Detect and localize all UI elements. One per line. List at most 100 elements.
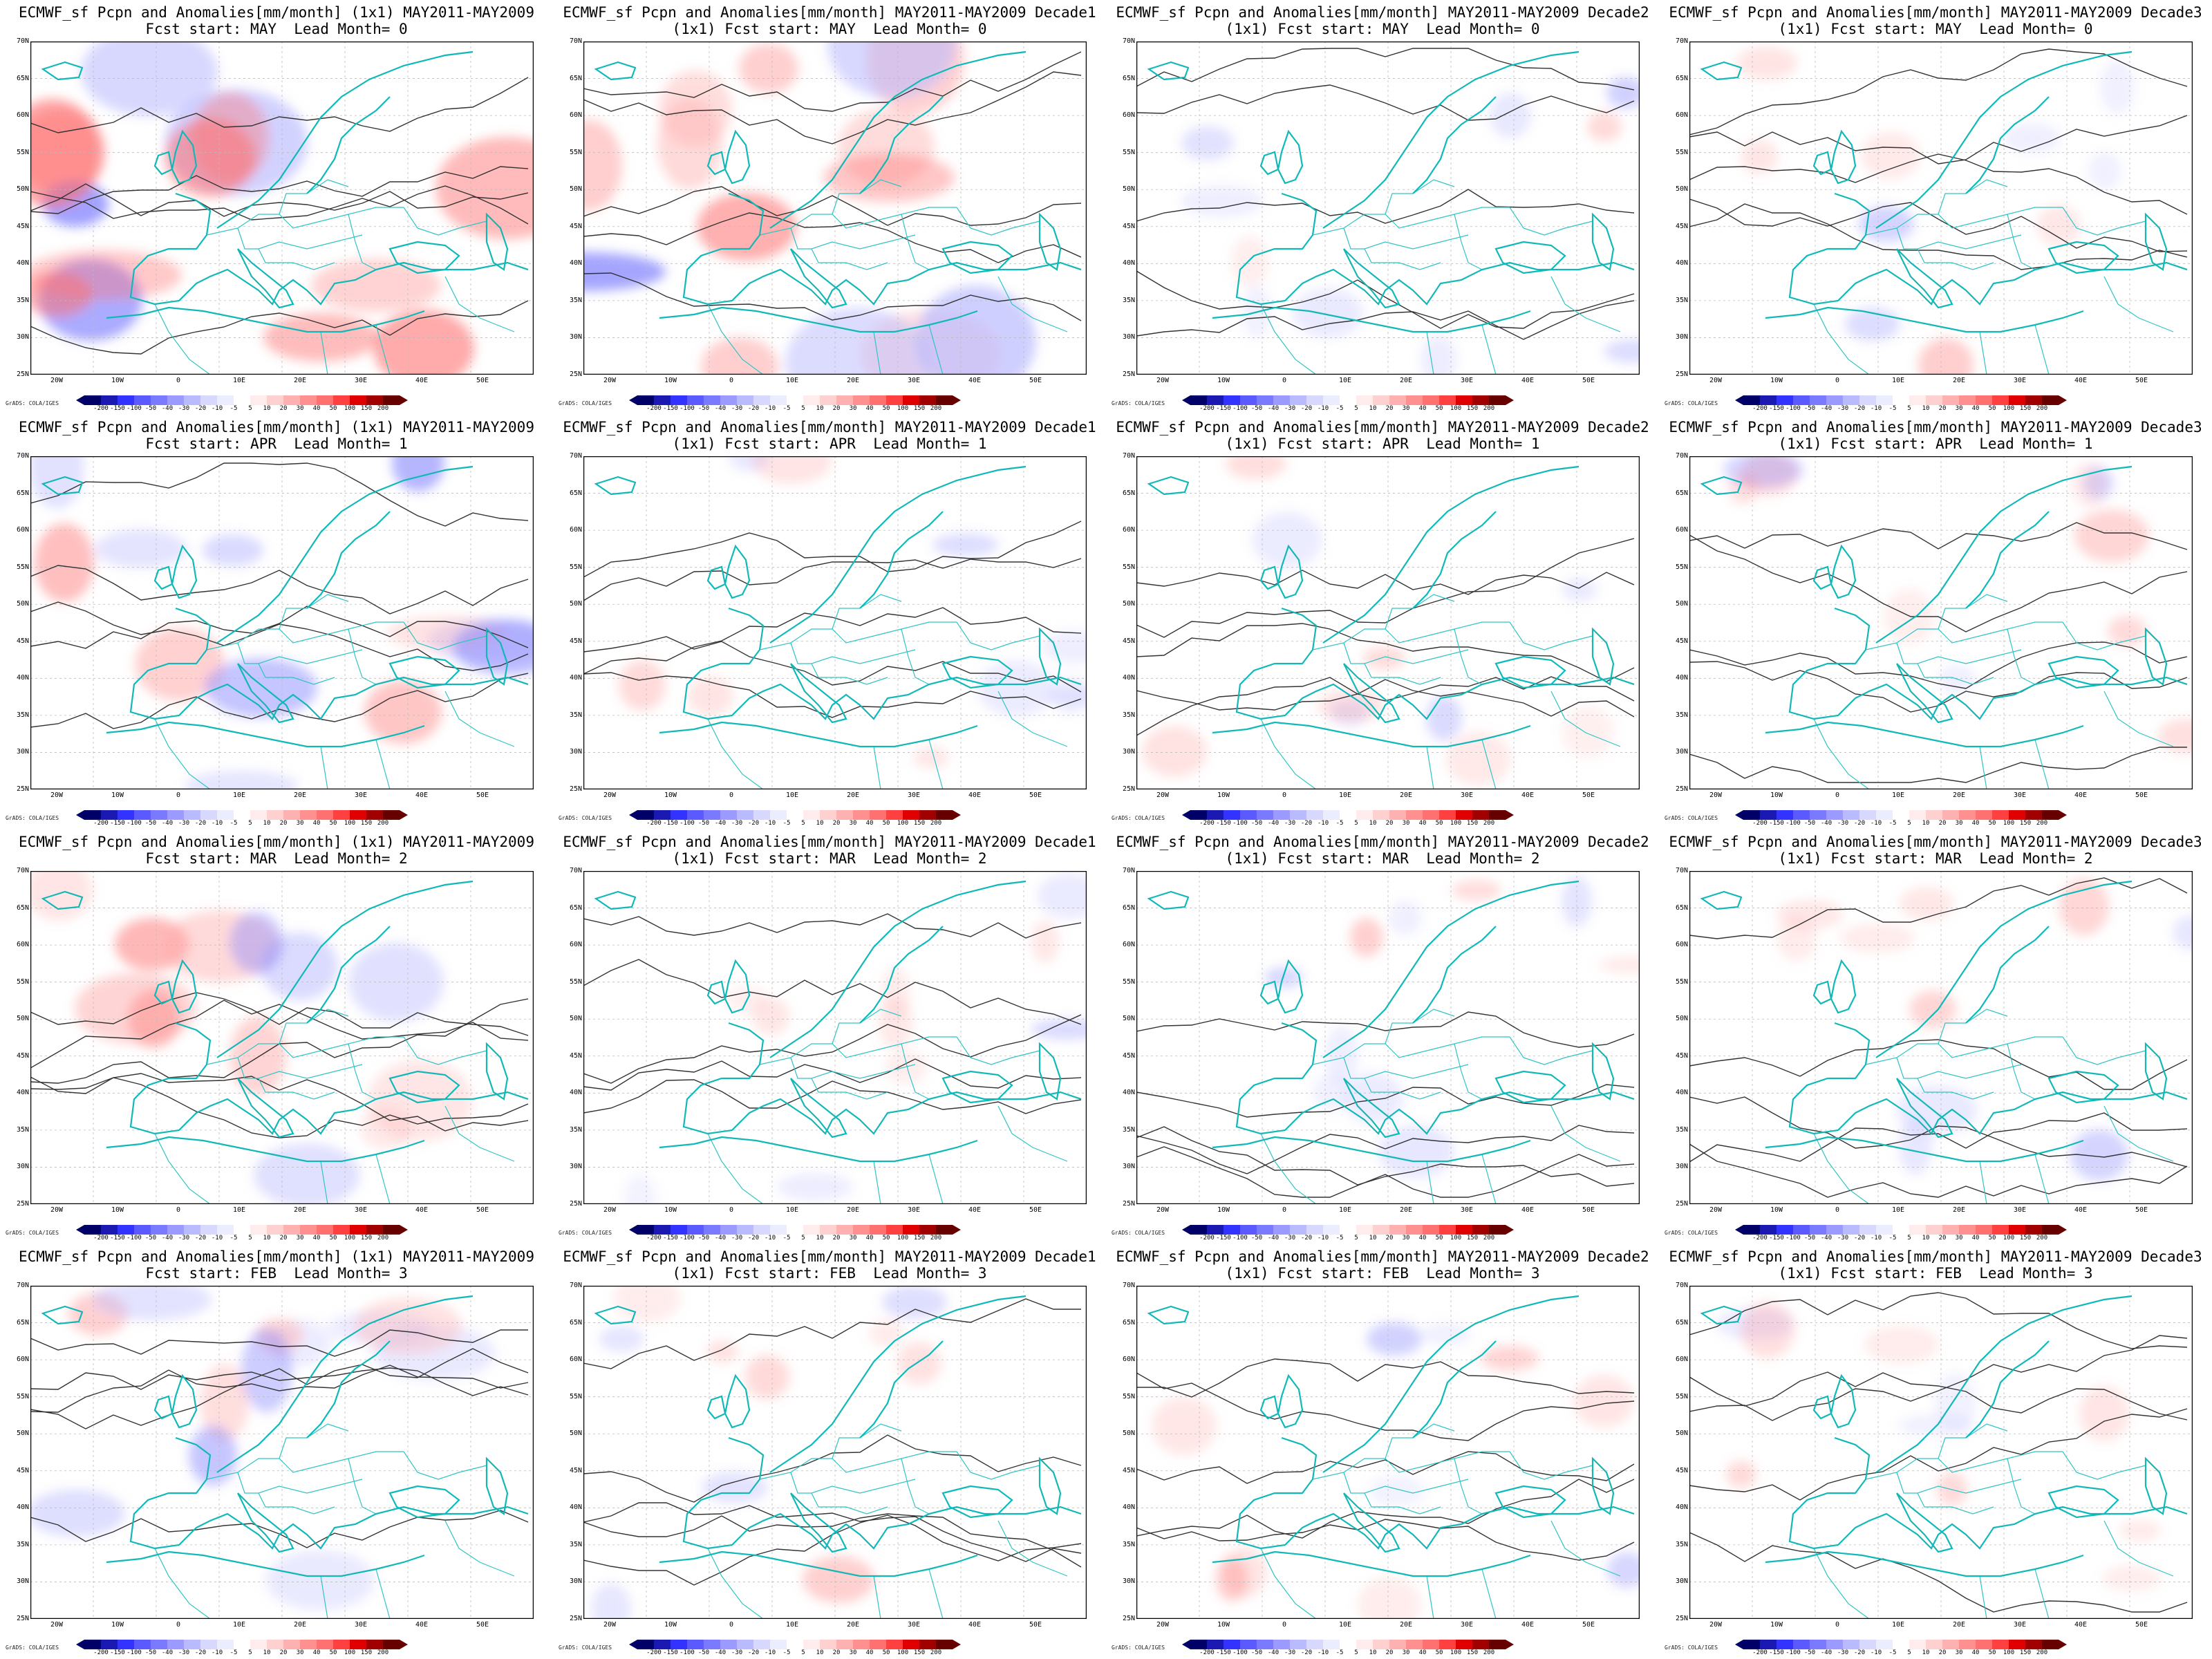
colorbar-swatch — [753, 1225, 770, 1235]
longitude-tick-label: 20W — [1156, 1206, 1170, 1214]
longitude-tick-label: 20W — [50, 791, 64, 799]
precip-contour — [583, 636, 1082, 693]
colorbar-swatch — [1472, 1640, 1489, 1649]
anomaly-shading — [1607, 1552, 1640, 1588]
coastline — [706, 1395, 727, 1420]
longitude-tick-label: 40E — [1521, 1206, 1535, 1214]
precip-anomaly-map — [1689, 871, 2193, 1204]
colorbar-swatch — [2009, 395, 2025, 405]
colorbar-tick-label: 5 — [1907, 405, 1911, 412]
colorbar-tick-label: -200 — [646, 820, 662, 827]
precip-anomaly-map — [30, 1286, 534, 1619]
country-border — [1260, 1133, 1317, 1204]
latitude-tick-label: 50N — [569, 1430, 582, 1438]
colorbar-swatch — [1793, 395, 1810, 405]
anomaly-shading — [2119, 1520, 2161, 1541]
country-border — [811, 663, 888, 685]
coastline — [388, 655, 460, 689]
colorbar-swatch — [704, 1640, 720, 1649]
longitude-tick-label: 40E — [2074, 377, 2088, 384]
precip-contour — [1136, 84, 1635, 121]
country-border — [1813, 303, 1870, 375]
grads-credit: GrADS: COLA/IGES — [1665, 815, 1718, 821]
colorbar-tick-label: 150 — [1466, 1235, 1479, 1241]
country-border — [873, 331, 881, 375]
longitude-tick-label: 40E — [415, 791, 429, 799]
colorbar-swatch — [737, 1640, 753, 1649]
country-border — [1813, 1133, 1870, 1204]
colorbar-tick-label: 10 — [263, 820, 271, 827]
grads-credit: GrADS: COLA/IGES — [1665, 400, 1718, 406]
colorbar — [1735, 810, 2067, 820]
colorbar-tick-label: -40 — [714, 1235, 727, 1241]
longitude-tick-label: 40E — [968, 1206, 982, 1214]
colorbar-tick-label: -50 — [1250, 820, 1263, 827]
coastline — [2047, 241, 2119, 274]
colorbar-tick-label: -30 — [731, 405, 743, 412]
colorbar-swatch — [1439, 1640, 1456, 1649]
coastline — [1494, 1070, 1566, 1104]
latitude-tick-label: 30N — [1675, 333, 1688, 341]
colorbar-tick-label: -50 — [1250, 405, 1263, 412]
colorbar-swatch — [1976, 810, 1992, 820]
coastline — [1494, 1485, 1566, 1519]
country-border — [154, 303, 211, 375]
latitude-tick-label: 70N — [16, 37, 29, 45]
coastline — [388, 241, 460, 274]
colorbar-swatch — [1909, 395, 1926, 405]
country-border — [1454, 1458, 1483, 1515]
latitude-tick-label: 45N — [1122, 637, 1135, 645]
anomaly-shading — [364, 680, 442, 744]
anomaly-shading — [1389, 901, 1422, 935]
coastline — [1322, 880, 1580, 1058]
colorbar-tick-label: -40 — [161, 1235, 174, 1241]
anomaly-shading — [613, 1286, 681, 1322]
country-border — [1896, 227, 2022, 250]
colorbar-swatch — [134, 810, 151, 820]
colorbar-swatch — [1826, 1225, 1843, 1235]
colorbar-tick-label: -20 — [194, 820, 207, 827]
latitude-tick-label: 25N — [1122, 371, 1135, 378]
colorbar — [1182, 1640, 1514, 1649]
colorbar-swatch — [1843, 1640, 1859, 1649]
precip-contour — [1136, 1372, 1635, 1441]
colorbar-swatch — [101, 1225, 118, 1235]
colorbar-tick-label: -10 — [1870, 820, 1882, 827]
colorbar-tick-label: -50 — [1803, 1235, 1816, 1241]
colorbar-swatch — [200, 810, 217, 820]
longitude-tick-label: 20E — [1399, 1621, 1413, 1629]
colorbar-tick-label: -100 — [126, 1649, 142, 1656]
colorbar-tick-label: 50 — [329, 1649, 337, 1656]
colorbar-swatch — [770, 1640, 787, 1649]
longitude-tick-label: 20W — [50, 1206, 64, 1214]
colorbar-tick-label: -40 — [1820, 1649, 1833, 1656]
latitude-tick-label: 70N — [1675, 37, 1688, 45]
colorbar-tick-label: 20 — [832, 1649, 841, 1656]
latitude-tick-label: 45N — [1122, 222, 1135, 230]
colorbar-swatch — [1810, 395, 1826, 405]
colorbar-swatch — [1976, 395, 1992, 405]
coastline — [2144, 1042, 2168, 1100]
longitude-tick-label: 0 — [176, 1206, 181, 1214]
colorbar-tick-label: 100 — [2003, 1235, 2015, 1241]
precip-anomaly-map — [583, 1286, 1087, 1619]
coastline — [1147, 1305, 1190, 1325]
coastline — [1965, 511, 2050, 609]
country-border — [2103, 1105, 2174, 1162]
country-border — [258, 248, 335, 270]
precip-contour — [1689, 198, 2188, 252]
coastline — [1812, 565, 1833, 590]
colorbar-tick-label: 100 — [2003, 1649, 2015, 1656]
latitude-tick-label: 70N — [569, 37, 582, 45]
anomaly-shading — [697, 193, 796, 261]
coastline — [1412, 96, 1497, 194]
precip-contour — [1689, 641, 2188, 689]
colorbar-tick-label: -200 — [646, 1235, 662, 1241]
anomaly-shading — [1726, 1461, 1756, 1488]
longitude-tick-label: 30E — [354, 1621, 368, 1629]
panel-subtitle: Fcst start: MAR Lead Month= 2 — [145, 850, 408, 867]
colorbar — [1735, 1640, 2067, 1649]
colorbar-tick-label: -5 — [229, 820, 238, 827]
colorbar-swatch — [1190, 1640, 1207, 1649]
anomaly-shading — [2102, 1565, 2162, 1591]
